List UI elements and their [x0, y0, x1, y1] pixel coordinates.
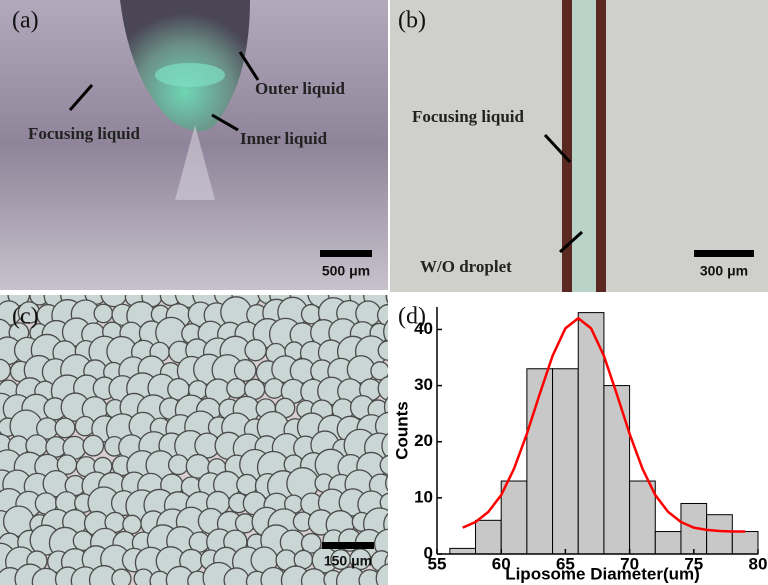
liposome [385, 550, 410, 575]
annotation: Focusing liquid [412, 107, 525, 126]
liposome [390, 360, 408, 378]
panel-label: (a) [12, 8, 39, 34]
y-tick-label: 10 [414, 487, 433, 506]
bar [655, 532, 681, 554]
scale-label: 150 μm [324, 553, 372, 569]
liposome [398, 534, 417, 553]
y-tick-label: 20 [414, 431, 433, 450]
panel-b: (b) Focusing liquid W/O droplet 300 μm [390, 0, 768, 292]
panel-a: (a) Focusing liquid Outer liquid Inner l… [0, 0, 388, 290]
scale-bar [694, 250, 754, 257]
scale-label: 500 μm [322, 263, 370, 279]
liposome [378, 376, 402, 400]
panel-label: (b) [398, 8, 426, 34]
liposome [123, 515, 141, 533]
bar [604, 386, 630, 554]
droplet [155, 63, 225, 87]
x-tick-label: 55 [428, 554, 447, 573]
x-tick-label: 80 [749, 554, 768, 573]
bar [732, 532, 758, 554]
liposome [386, 471, 411, 496]
annotation: Focusing liquid [28, 124, 141, 143]
panel-c: (c) 150 μm [0, 278, 424, 585]
liposome [378, 305, 399, 326]
liposomes [0, 278, 424, 585]
x-axis-label: Liposome Diameter(um) [505, 564, 700, 583]
liposome [394, 340, 422, 368]
bar [450, 548, 476, 554]
scale-bar [322, 542, 374, 549]
liposome [393, 566, 422, 585]
liposome [245, 340, 266, 361]
y-axis-label: Counts [392, 401, 411, 460]
annotation: Inner liquid [240, 129, 328, 148]
bar [476, 520, 502, 554]
panel-label: (c) [12, 304, 39, 330]
annotation: Outer liquid [255, 79, 345, 98]
liposome [112, 569, 131, 585]
liposome [94, 304, 112, 322]
liposome [55, 418, 75, 438]
liposome [169, 455, 189, 475]
liposome [384, 509, 415, 540]
liposome [234, 360, 255, 381]
scale-label: 300 μm [700, 263, 748, 279]
channel [572, 0, 596, 292]
liposome [83, 435, 103, 455]
y-tick-label: 40 [414, 319, 433, 338]
y-tick-label: 30 [414, 375, 433, 394]
bar [501, 481, 527, 554]
bar [707, 515, 733, 554]
bar [630, 481, 656, 554]
liposome [227, 379, 246, 398]
liposome [378, 341, 397, 360]
figure: (a) Focusing liquid Outer liquid Inner l… [0, 0, 768, 585]
annotation: W/O droplet [420, 257, 512, 276]
bar [553, 369, 579, 554]
scale-bar [320, 250, 372, 257]
